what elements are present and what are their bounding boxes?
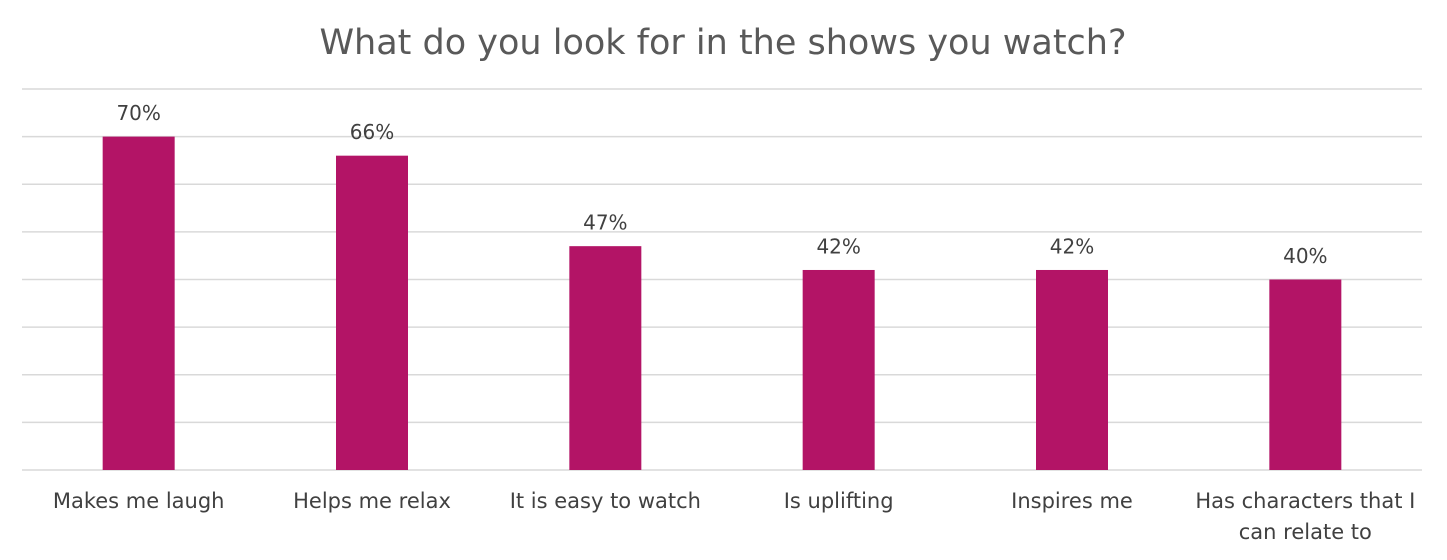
x-tick-label: Is uplifting [783, 489, 894, 513]
data-label: 70% [116, 101, 160, 125]
x-tick-label: Inspires me [1011, 489, 1133, 513]
data-label: 42% [816, 234, 860, 258]
bar [336, 155, 408, 471]
bar [102, 136, 175, 470]
data-label: 42% [1050, 234, 1094, 258]
x-tick-label: Has characters that I can relate to [1195, 489, 1416, 544]
bar [802, 269, 875, 470]
x-tick-label: It is easy to watch [509, 489, 701, 513]
chart-title: What do you look for in the shows you wa… [319, 23, 1126, 63]
x-tick-label: Makes me laugh [52, 489, 225, 513]
bar [1269, 279, 1342, 470]
bar [1036, 269, 1108, 470]
data-label: 66% [350, 120, 394, 144]
data-label: 47% [583, 211, 627, 235]
data-label: 40% [1283, 244, 1327, 268]
x-tick-label: Helps me relax [293, 489, 451, 513]
bar [569, 246, 642, 470]
